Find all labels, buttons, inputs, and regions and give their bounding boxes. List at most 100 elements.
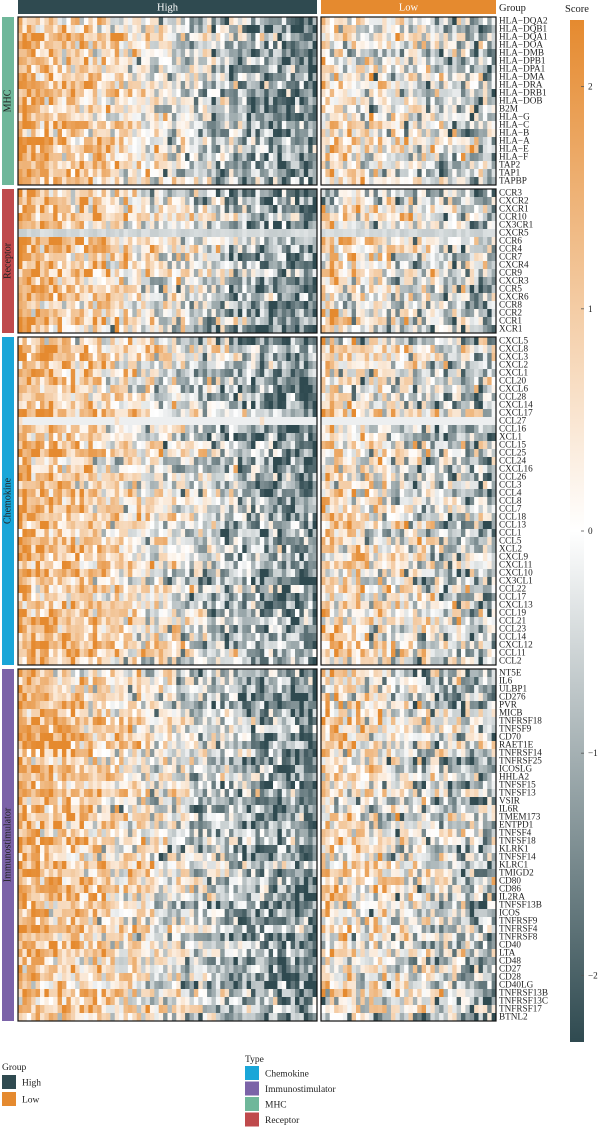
gene-label-tnfsf15: TNFSF15	[499, 780, 536, 790]
gene-label-ccl28: CCL28	[499, 392, 526, 402]
gene-label-ccl3: CCL3	[499, 480, 522, 490]
gene-label-ccl24: CCL24	[499, 456, 526, 466]
gene-label-ccl15: CCL15	[499, 440, 526, 450]
gene-label-ccr7: CCR7	[499, 252, 522, 262]
gene-label-ccr8: CCR8	[499, 300, 522, 310]
gene-label-tnfsf9: TNFSF9	[499, 724, 532, 734]
gene-label-cxcl2: CXCL2	[499, 360, 529, 370]
gene-label-ccr5: CCR5	[499, 284, 522, 294]
block-border-low-chemokine	[320, 336, 497, 666]
legend-group-swatch-low	[2, 1092, 16, 1106]
gene-label-hla-f: HLA−F	[499, 152, 528, 162]
gene-label-hla-b: HLA−B	[499, 128, 529, 138]
gene-label-tnfsf14: TNFSF14	[499, 852, 536, 862]
gene-label-raet1e: RAET1E	[499, 740, 534, 750]
block-border-high-mhc	[17, 16, 318, 186]
colorbar-tick-label: 2	[588, 82, 593, 92]
gene-label-ccr10: CCR10	[499, 212, 527, 222]
gene-label-il6r: IL6R	[499, 804, 519, 814]
gene-label-tnfrsf13b: TNFRSF13B	[499, 988, 548, 998]
gene-label-hla-dqa1: HLA−DQA1	[499, 32, 548, 42]
gene-label-hla-dqa2: HLA−DQA2	[499, 16, 548, 26]
gene-label-hla-dmb: HLA−DMB	[499, 48, 544, 58]
gene-label-ccr3: CCR3	[499, 188, 522, 198]
block-border-low-mhc	[320, 16, 497, 186]
gene-label-hla-dpb1: HLA−DPB1	[499, 56, 546, 66]
gene-label-ccl16: CCL16	[499, 424, 526, 434]
gene-label-cxcl10: CXCL10	[499, 568, 533, 578]
colorbar-title: Score	[565, 4, 589, 15]
colorbar-tick-label: 1	[588, 304, 593, 314]
gene-label-tnfrsf8: TNFRSF8	[499, 932, 538, 942]
gene-label-cxcl6: CXCL6	[499, 384, 529, 394]
gene-label-hla-dpa1: HLA−DPA1	[499, 64, 546, 74]
row-group-bar-immunostimulator	[2, 669, 14, 1021]
row-group-label-chemokine: Chemokine	[3, 477, 14, 524]
legend-type-label-immunostimulator: Immunostimulator	[265, 1085, 337, 1095]
gene-label-cxcl9: CXCL9	[499, 552, 529, 562]
gene-label-klrc1: KLRC1	[499, 860, 529, 870]
gene-label-cd48: CD48	[499, 956, 521, 966]
gene-label-cxcl14: CXCL14	[499, 400, 533, 410]
gene-label-ccl20: CCL20	[499, 376, 526, 386]
gene-label-tnfsf13b: TNFSF13B	[499, 900, 542, 910]
gene-label-ccr2: CCR2	[499, 308, 522, 318]
gene-label-ccl2: CCL2	[499, 656, 522, 666]
legend-group-label-high: High	[22, 1079, 41, 1089]
gene-label-ulbp1: ULBP1	[499, 684, 527, 694]
gene-label-cd70: CD70	[499, 732, 521, 742]
legend-group-title: Group	[2, 1063, 27, 1073]
gene-label-icos: ICOS	[499, 908, 520, 918]
legend-type-swatch-chemokine	[245, 1066, 259, 1080]
gene-label-cd80: CD80	[499, 876, 521, 886]
gene-label-cxcl5: CXCL5	[499, 336, 529, 346]
row-group-sidebar: MHC Receptor Chemokine Immunostimulator	[2, 17, 14, 1021]
legend-group-label-low: Low	[22, 1096, 40, 1106]
gene-label-lta: LTA	[499, 948, 516, 958]
gene-label-ccl18: CCL18	[499, 512, 526, 522]
gene-label-hla-e: HLA−E	[499, 144, 529, 154]
gene-label-tnfsf13: TNFSF13	[499, 788, 536, 798]
gene-label-tapbp: TAPBP	[499, 176, 527, 186]
gene-label-ccl17: CCL17	[499, 592, 526, 602]
gene-label-ccl5: CCL5	[499, 536, 522, 546]
gene-label-hla-drb1: HLA−DRB1	[499, 88, 547, 98]
gene-label-hhla2: HHLA2	[499, 772, 530, 782]
gene-label-ccr4: CCR4	[499, 244, 522, 254]
gene-label-cd27: CD27	[499, 964, 521, 974]
gene-label-ccl27: CCL27	[499, 416, 526, 426]
gene-label-cxcr6: CXCR6	[499, 292, 529, 302]
gene-label-cxcr4: CXCR4	[499, 260, 529, 270]
gene-label-tnfrsf4: TNFRSF4	[499, 924, 538, 934]
gene-label-xcl2: XCL2	[499, 544, 522, 554]
gene-label-tnfrsf17: TNFRSF17	[499, 1004, 542, 1014]
gene-label-cxcl3: CXCL3	[499, 352, 529, 362]
gene-label-entpd1: ENTPD1	[499, 820, 534, 830]
gene-label-cxcl16: CXCL16	[499, 464, 533, 474]
gene-label-tnfsf18: TNFSF18	[499, 836, 536, 846]
gene-label-cd40lg: CD40LG	[499, 980, 534, 990]
gene-label-ccl7: CCL7	[499, 504, 522, 514]
gene-label-tnfrsf18: TNFRSF18	[499, 716, 542, 726]
gene-label-ccl19: CCL19	[499, 608, 526, 618]
gene-label-il6: IL6	[499, 676, 513, 686]
gene-label-cxcr5: CXCR5	[499, 228, 529, 238]
gene-label-cd276: CD276	[499, 692, 526, 702]
legend-type-label-mhc: MHC	[265, 1101, 287, 1111]
gene-label-cx3cr1: CX3CR1	[499, 220, 534, 230]
gene-label-cxcl8: CXCL8	[499, 344, 529, 354]
row-annotation-header: Group	[499, 3, 526, 14]
gene-label-vsir: VSIR	[499, 796, 521, 806]
gene-label-ccl23: CCL23	[499, 624, 526, 634]
row-group-bar-chemokine	[2, 337, 14, 665]
gene-label-cxcl17: CXCL17	[499, 408, 533, 418]
gene-label-cxcl11: CXCL11	[499, 560, 533, 570]
gene-label-hla-c: HLA−C	[499, 120, 529, 130]
gene-label-btnl2: BTNL2	[499, 1012, 528, 1022]
gene-label-pvr: PVR	[499, 700, 518, 710]
gene-label-cxcr3: CXCR3	[499, 276, 529, 286]
gene-label-tap2: TAP2	[499, 160, 521, 170]
gene-label-hla-dma: HLA−DMA	[499, 72, 545, 82]
gene-label-cxcl1: CXCL1	[499, 368, 529, 378]
block-border-low-immunostimulator	[320, 668, 497, 1022]
